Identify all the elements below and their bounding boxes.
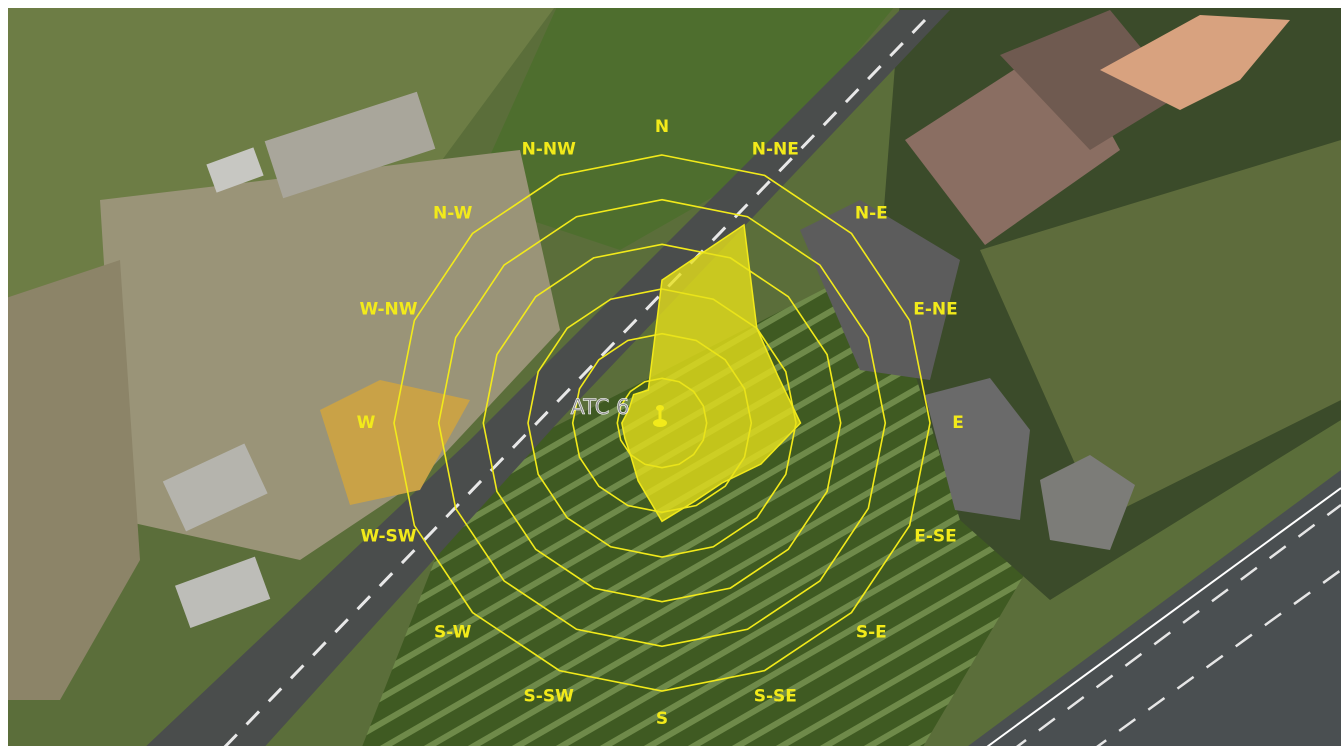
data-polygon [621,223,802,523]
pallet-stack [162,443,268,532]
radar-ring [393,154,931,692]
direction-label: E-NE [913,300,958,320]
direction-label: N-E [855,204,888,224]
direction-label: E [952,413,964,433]
direction-label: N-NE [752,140,799,160]
direction-labels: N N-NE N-E E-NE E E-SE S-E S-SE S S-SW S-W W-SW W W-N… [357,117,964,729]
direction-label: S [656,709,668,729]
direction-label: W-SW [360,526,416,546]
main-road [140,10,950,752]
frame-border-bottom [0,746,1341,752]
frame-border-left [0,0,8,752]
building-roof [1100,15,1290,110]
building-roof [925,378,1030,520]
road-center-line [218,18,927,752]
direction-label: W [357,413,376,433]
dirt-area [0,260,140,700]
station-label: ATC 6 [570,395,629,419]
direction-label: W-NW [359,300,417,320]
radar-ring [527,288,797,558]
rings-group [393,154,931,692]
highway-edge-line [979,487,1341,752]
building-roof [1040,455,1135,550]
radar-ring [437,198,887,648]
frame-border-top [0,0,1341,8]
highway-lane-line [1089,568,1341,752]
direction-label: E-SE [914,526,957,546]
shed [206,147,264,193]
highway [960,470,1341,752]
building-roof [1000,10,1180,150]
building-roof [800,200,960,380]
direction-label: N-W [433,204,473,224]
pallet-stack [264,91,436,199]
direction-label: N-NW [522,140,577,160]
direction-label: S-SE [754,687,797,707]
field-north [470,0,900,250]
radar-ring [482,243,842,603]
sand-pile [320,380,470,505]
garden-east [980,140,1341,520]
direction-label: S-W [434,622,472,642]
shed [175,556,271,628]
direction-label: S-E [856,622,887,642]
pushpin-icon[interactable] [653,405,667,427]
direction-label: N [655,117,669,137]
direction-label: S-SW [524,687,575,707]
